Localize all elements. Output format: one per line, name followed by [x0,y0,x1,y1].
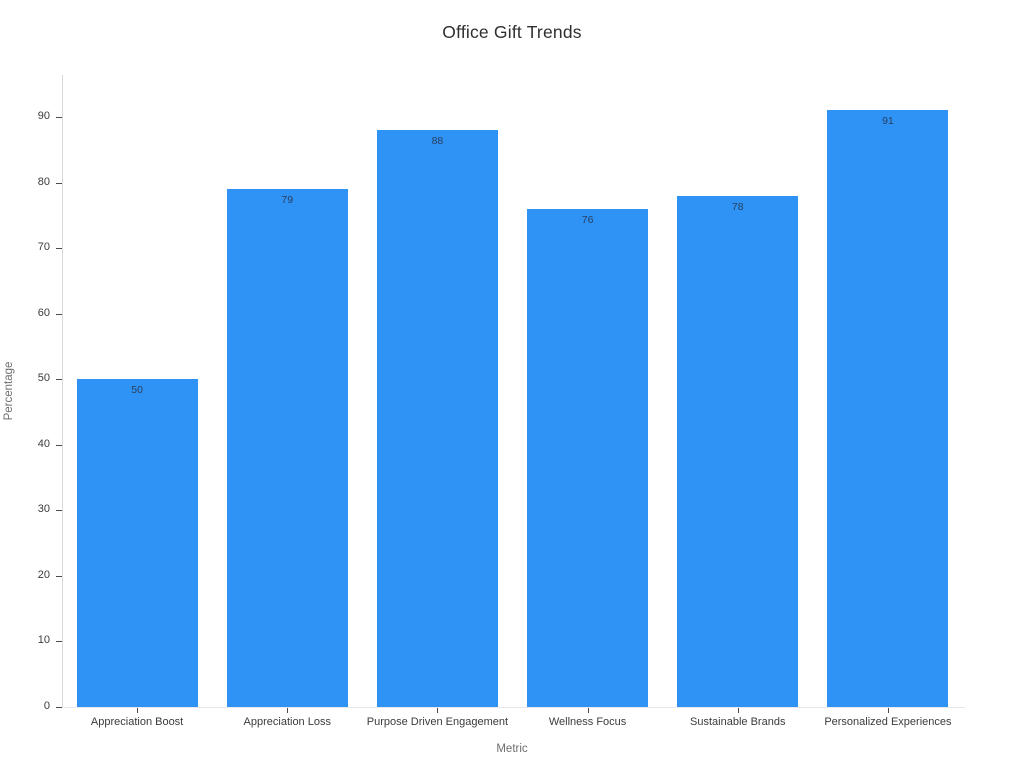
bar-appreciation-loss [226,189,348,707]
y-axis-title: Percentage [3,361,15,421]
y-tick-label: 90 [37,110,50,122]
y-tick-label: 40 [37,437,50,450]
y-tick-mark [56,248,62,250]
x-tick-label: Purpose Driven Engagement [366,716,509,728]
y-tick-label: 70 [37,241,50,254]
bar-value-label: 79 [281,194,294,207]
y-tick-mark [56,117,62,118]
x-tick-label: Appreciation Loss [243,716,331,728]
y-tick-label: 50 [37,372,50,385]
y-axis-spine [62,75,63,707]
x-axis-title: Metric [496,743,528,755]
bar-sustainable-brands [677,195,799,707]
bar-value-label: 50 [131,384,143,397]
x-tick-mark [587,708,589,713]
y-tick-label: 20 [37,568,50,581]
y-tick-mark [56,575,62,577]
x-tick-mark [287,708,289,713]
y-tick-mark [56,510,62,512]
y-tick-label: 60 [37,306,50,319]
bar-purpose-driven-engagement [376,130,498,707]
x-tick-mark [887,708,889,713]
y-tick-label: 80 [37,175,50,188]
x-tick-mark [437,708,439,713]
bar-value-label: 78 [731,200,744,213]
y-tick-mark [56,707,62,708]
bar-appreciation-boost [76,379,198,707]
bar-wellness-focus [527,208,649,707]
x-tick-label: Appreciation Boost [90,716,184,728]
y-tick-mark [56,182,62,184]
y-tick-mark [56,444,62,446]
bar-value-label: 91 [882,115,894,128]
y-tick-mark [56,313,62,315]
y-tick-label: 30 [37,503,50,516]
y-tick-mark [56,641,62,643]
bar-value-label: 88 [431,135,444,148]
bar-value-label: 76 [581,213,594,226]
bar-personalized-experiences [827,110,949,707]
chart-title: Office Gift Trends [442,22,582,42]
x-tick-label: Personalized Experiences [824,716,952,728]
y-tick-mark [56,379,62,381]
x-tick-mark [737,708,739,713]
x-tick-label: Sustainable Brands [690,716,786,728]
y-tick-label: 10 [37,634,50,647]
x-tick-label: Wellness Focus [548,716,627,728]
x-axis-baseline [62,707,965,708]
x-tick-mark [137,708,139,713]
y-tick-label: 0 [43,700,50,712]
